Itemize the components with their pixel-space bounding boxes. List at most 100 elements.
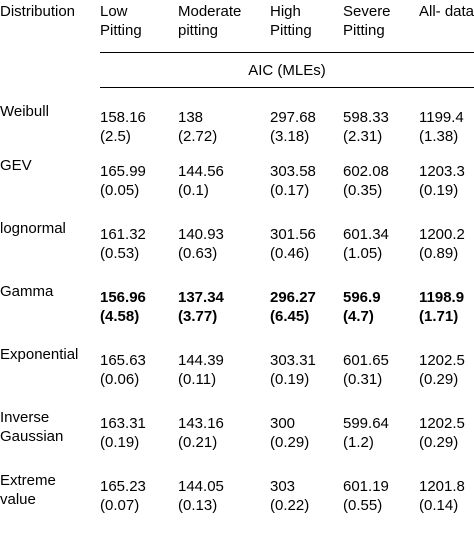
header-high-pitting: High Pitting	[270, 3, 312, 39]
table-cell: 140.93 (0.63)	[178, 219, 270, 282]
weight-value: (0.46)	[270, 245, 310, 262]
aic-value: 1203.3	[419, 163, 465, 180]
aic-value: 598.33	[343, 109, 389, 126]
aic-value: 301.56	[270, 226, 316, 243]
aic-value: 601.19	[343, 478, 389, 495]
aic-value: 599.64	[343, 415, 389, 432]
table-row: Gamma 156.96 (4.58) 137.34 (3.77) 296.27 (6.45…	[0, 282, 474, 345]
aic-value: 1199.4	[419, 109, 464, 126]
weight-value: (0.13)	[178, 497, 218, 514]
aic-value: 156.96	[100, 289, 146, 306]
table-cell: 163.31 (0.19)	[100, 408, 178, 471]
subheader-spacer	[0, 53, 100, 88]
table-cell: 165.99 (0.05)	[100, 156, 178, 219]
aic-value: 1202.5	[419, 415, 465, 432]
distribution-name-line1: Weibull	[0, 102, 49, 120]
weight-value: (0.22)	[270, 497, 310, 514]
table-cell: 1200.2 (0.89)	[419, 219, 474, 282]
weight-value: (0.63)	[178, 245, 218, 262]
table-row: lognormal 161.32 (0.53) 140.93 (0.63) 301.56 (…	[0, 219, 474, 282]
table-cell: 296.27 (6.45)	[270, 282, 343, 345]
table-cell: 165.23 (0.07)	[100, 471, 178, 534]
table-cell: 300 (0.29)	[270, 408, 343, 471]
table-cell: 1202.5 (0.29)	[419, 408, 474, 471]
table-cell: 138 (2.72)	[178, 88, 270, 157]
aic-value: 161.32	[100, 226, 146, 243]
aic-value: 144.39	[178, 352, 224, 369]
header-all-data: All- data	[419, 3, 474, 20]
document-page: Distribution Low Pitting Moderate pitting …	[0, 3, 474, 514]
weight-value: (0.14)	[419, 497, 459, 514]
distribution-name-line2: value	[0, 491, 36, 508]
distribution-name: Extreme value	[0, 471, 100, 534]
table-cell: 156.96 (4.58)	[100, 282, 178, 345]
aic-value: 297.68	[270, 109, 316, 126]
weight-value: (0.31)	[343, 371, 383, 388]
weight-value: (0.19)	[270, 371, 310, 388]
weight-value: (1.38)	[419, 128, 459, 145]
weight-value: (0.29)	[419, 371, 459, 388]
aic-value: 158.16	[100, 109, 146, 126]
header-severe-pitting: Severe Pitting	[343, 3, 391, 39]
header-distribution: Distribution	[0, 3, 76, 20]
weight-value: (4.58)	[100, 308, 140, 325]
weight-value: (2.5)	[100, 128, 131, 145]
header-low-pitting: Low Pitting	[100, 3, 142, 39]
aic-value: 137.34	[178, 289, 224, 306]
aic-value: 1201.8	[419, 478, 465, 495]
aic-value: 144.05	[178, 478, 224, 495]
weight-value: (2.72)	[178, 128, 218, 145]
table-cell: 297.68 (3.18)	[270, 88, 343, 157]
table-cell: 144.56 (0.1)	[178, 156, 270, 219]
weight-value: (0.05)	[100, 182, 140, 199]
table-cell: 599.64 (1.2)	[343, 408, 419, 471]
table-cell: 598.33 (2.31)	[343, 88, 419, 157]
weight-value: (0.55)	[343, 497, 383, 514]
aic-value: 601.34	[343, 226, 389, 243]
distribution-name: Inverse Gaussian	[0, 408, 100, 471]
table-cell: 303.58 (0.17)	[270, 156, 343, 219]
aic-value: 602.08	[343, 163, 389, 180]
weight-value: (2.31)	[343, 128, 383, 145]
table-row: GEV 165.99 (0.05) 144.56 (0.1) 303.58 (0.17) 60…	[0, 156, 474, 219]
aic-value: 1200.2	[419, 226, 465, 243]
aic-value: 596.9	[343, 289, 381, 306]
distribution-name-line1: GEV	[0, 157, 32, 174]
header-row: Distribution Low Pitting Moderate pitting …	[0, 0, 474, 53]
aic-value: 303.31	[270, 352, 316, 369]
aic-value: 303	[270, 478, 296, 495]
table-cell: 1202.5 (0.29)	[419, 345, 474, 408]
aic-value: 163.31	[100, 415, 146, 432]
table-cell: 1203.3 (0.19)	[419, 156, 474, 219]
table-cell: 602.08 (0.35)	[343, 156, 419, 219]
table-row: Inverse Gaussian 163.31 (0.19) 143.16 (0.21) 3…	[0, 408, 474, 471]
distribution-name: Exponential	[0, 345, 100, 408]
aic-value: 165.99	[100, 163, 146, 180]
weight-value: (3.77)	[178, 308, 218, 325]
table-cell: 144.05 (0.13)	[178, 471, 270, 534]
header-moderate-pitting: Moderate pitting	[178, 3, 242, 39]
weight-value: (1.05)	[343, 245, 383, 262]
table-cell: 301.56 (0.46)	[270, 219, 343, 282]
weight-value: (0.53)	[100, 245, 140, 262]
aic-value: 165.23	[100, 478, 146, 495]
aic-value: 300	[270, 415, 296, 432]
aic-value: 143.16	[178, 415, 224, 432]
table-cell: 143.16 (0.21)	[178, 408, 270, 471]
weight-value: (1.2)	[343, 434, 374, 451]
distribution-name: Weibull	[0, 88, 100, 157]
weight-value: (0.17)	[270, 182, 310, 199]
table-cell: 1201.8 (0.14)	[419, 471, 474, 534]
distribution-name: Gamma	[0, 282, 100, 345]
distribution-name-line2: Gaussian	[0, 428, 64, 445]
aic-value: 165.63	[100, 352, 146, 369]
weight-value: (3.18)	[270, 128, 310, 145]
distribution-name-line1: Inverse	[0, 409, 50, 426]
table-cell: 601.19 (0.55)	[343, 471, 419, 534]
weight-value: (4.7)	[343, 308, 374, 325]
weight-value: (0.89)	[419, 245, 459, 262]
weight-value: (0.1)	[178, 182, 209, 199]
aic-value: 1202.5	[419, 352, 465, 369]
table-cell: 601.34 (1.05)	[343, 219, 419, 282]
